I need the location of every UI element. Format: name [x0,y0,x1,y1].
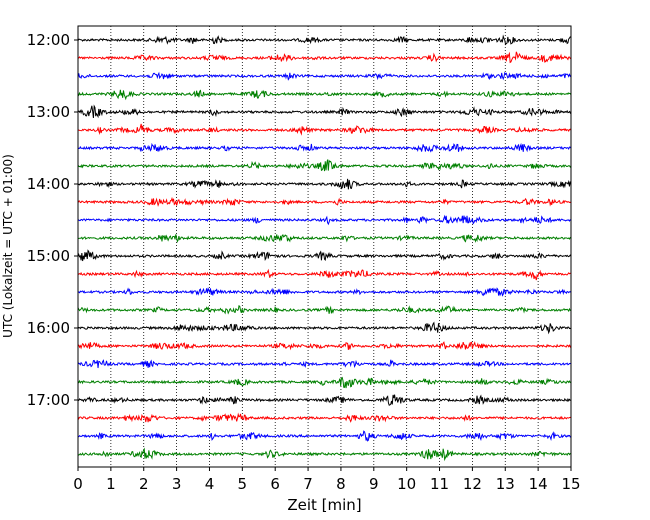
trace-line [77,286,572,297]
x-tick-label: 7 [303,475,313,493]
x-tick-label: 12 [463,475,482,493]
seismic-traces [77,34,572,462]
x-tick-label: 3 [172,475,182,493]
y-tick-label: 14:00 [27,175,70,193]
trace-line [77,376,572,389]
x-tick-label: 11 [430,475,449,493]
trace-line [77,447,572,462]
trace-line [77,321,572,335]
trace-line [77,394,572,406]
y-axis-ticks: 12:00 13:00 14:00 15:00 16:00 17:00 [27,31,78,409]
y-tick-label: 13:00 [27,103,70,121]
trace-line [77,159,572,172]
trace-line [77,359,572,369]
x-tick-label: 4 [205,475,215,493]
x-tick-label: 10 [397,475,416,493]
y-tick-label: 12:00 [27,31,70,49]
trace-line [77,104,572,119]
trace-line [77,268,572,281]
trace-line [77,341,572,351]
trace-line [77,89,572,101]
x-tick-label: 15 [561,475,580,493]
x-tick-label: 1 [106,475,116,493]
x-tick-label: 2 [139,475,149,493]
trace-line [77,51,572,64]
y-tick-label: 15:00 [27,247,70,265]
x-tick-label: 5 [238,475,248,493]
trace-line [77,430,572,442]
trace-line [77,304,572,315]
trace-line [77,123,572,136]
y-axis-label: UTC (Lokalzeit = UTC + 01:00) [1,154,15,338]
trace-line [77,178,572,190]
trace-line [77,196,572,207]
x-axis-label: Zeit [min] [287,496,361,514]
trace-line [77,142,572,153]
x-tick-label: 6 [270,475,280,493]
y-tick-label: 16:00 [27,319,70,337]
trace-line [77,71,572,81]
trace-line [77,34,572,46]
x-tick-label: 9 [369,475,379,493]
y-tick-label: 17:00 [27,391,70,409]
x-tick-label: 0 [73,475,83,493]
trace-line [77,233,572,243]
x-tick-label: 8 [336,475,346,493]
x-tick-label: 14 [529,475,548,493]
trace-line [77,412,572,423]
x-axis-ticks: 0 1 2 3 4 5 6 7 8 9 10 11 12 13 14 15 [73,467,581,493]
trace-line [77,249,572,262]
plot-frame [77,25,572,468]
x-tick-label: 13 [496,475,515,493]
trace-line [77,214,572,226]
